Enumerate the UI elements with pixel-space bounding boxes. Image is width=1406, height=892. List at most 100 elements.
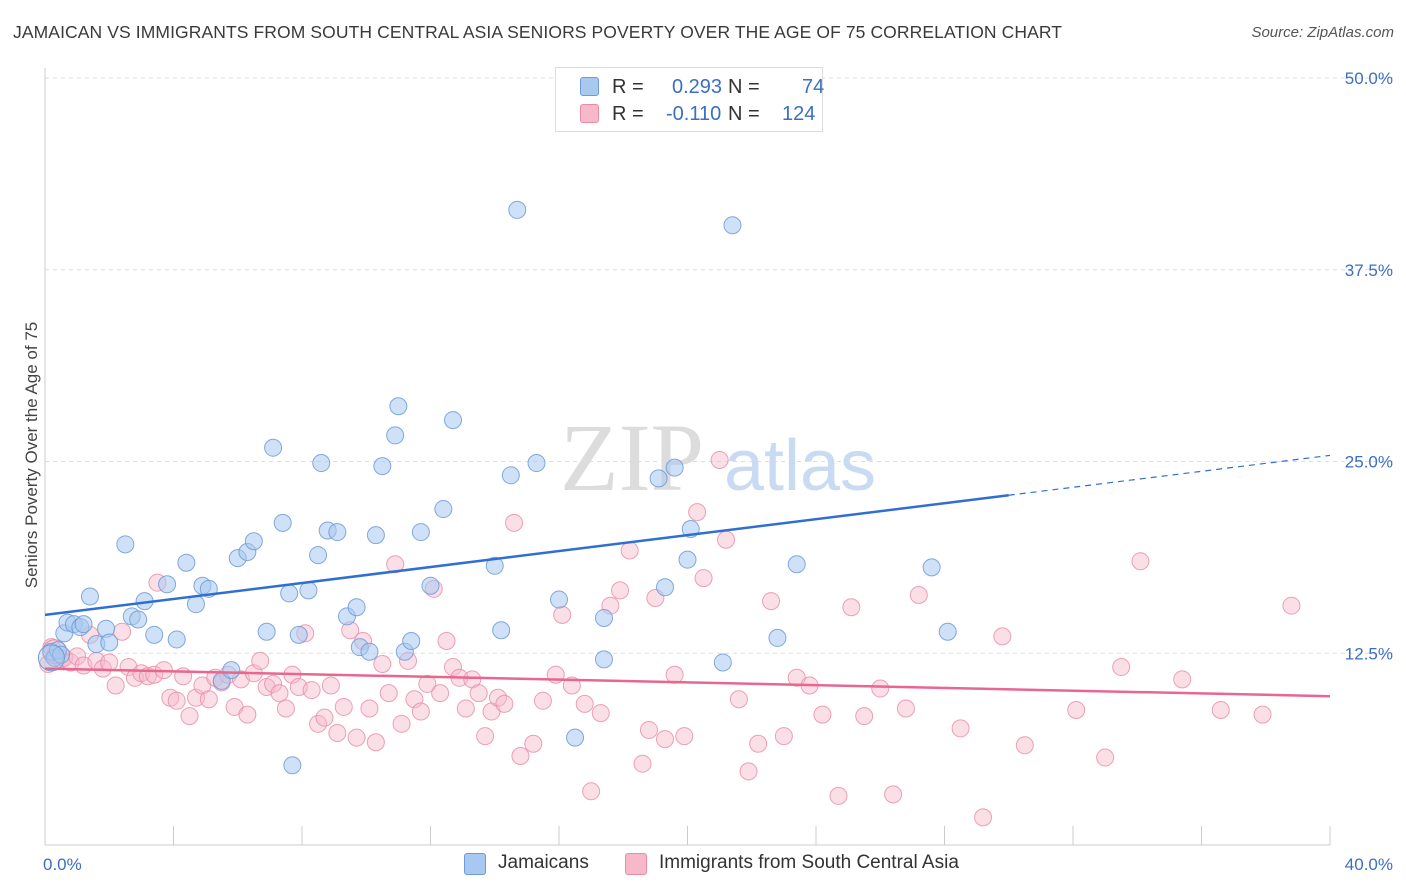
data-point-immigrants [495, 694, 514, 713]
data-point-immigrants [909, 585, 928, 604]
data-point-jamaicans [280, 584, 299, 603]
data-point-immigrants [896, 699, 915, 718]
data-point-jamaicans [434, 500, 453, 519]
data-point-jamaicans [312, 454, 331, 473]
data-point-immigrants [251, 651, 270, 670]
series-immigrants-points [39, 450, 1301, 827]
data-point-immigrants [553, 605, 572, 624]
legend-n-value: 124 [782, 103, 816, 125]
data-point-immigrants [180, 707, 199, 726]
data-point-immigrants [575, 694, 594, 713]
data-point-immigrants [1015, 736, 1034, 755]
data-point-immigrants [360, 699, 379, 718]
bottom-legend-label: Immigrants from South Central Asia [659, 852, 959, 873]
legend-swatch-immigrants [580, 104, 599, 123]
data-point-immigrants [321, 676, 340, 695]
data-point-jamaicans [74, 615, 93, 634]
data-point-immigrants [1173, 670, 1192, 689]
data-point-jamaicans [283, 756, 302, 775]
data-point-immigrants [1096, 748, 1115, 767]
data-point-jamaicans [52, 645, 71, 664]
data-point-jamaicans [678, 550, 697, 569]
x-tick-label: 40.0% [1345, 855, 1393, 874]
data-point-immigrants [199, 690, 218, 709]
trend-line-jamaicans [44, 494, 1009, 617]
data-point-jamaicans [527, 454, 546, 473]
data-point-jamaicans [402, 631, 421, 650]
data-point-immigrants [238, 705, 257, 724]
data-point-immigrants [639, 720, 658, 739]
data-point-jamaicans [167, 630, 186, 649]
data-point-immigrants [884, 785, 903, 804]
data-point-immigrants [347, 728, 366, 747]
data-point-immigrants [469, 684, 488, 703]
data-point-immigrants [993, 627, 1012, 646]
data-point-jamaicans [656, 578, 675, 597]
data-point-jamaicans [289, 625, 308, 644]
data-point-immigrants [675, 727, 694, 746]
data-point-jamaicans [347, 598, 366, 617]
data-point-immigrants [505, 513, 524, 532]
data-point-jamaicans [177, 553, 196, 572]
data-point-immigrants [829, 786, 848, 805]
data-point-immigrants [762, 592, 781, 611]
watermark-atlas: atlas [724, 426, 876, 506]
data-point-immigrants [842, 598, 861, 617]
chart-title: JAMAICAN VS IMMIGRANTS FROM SOUTH CENTRA… [13, 22, 1063, 42]
data-point-immigrants [633, 754, 652, 773]
data-point-jamaicans [366, 526, 385, 545]
data-point-jamaicans [768, 628, 787, 647]
data-point-jamaicans [485, 556, 504, 575]
data-point-immigrants [476, 727, 495, 746]
data-point-jamaicans [222, 661, 241, 680]
watermark-zip: ZIP [560, 404, 704, 511]
data-point-jamaicans [273, 513, 292, 532]
correlation-legend: R = 0.293 N = 74 R = -0.110 N = 124 [555, 67, 824, 132]
data-point-immigrants [106, 676, 125, 695]
data-point-jamaicans [443, 411, 462, 430]
data-point-immigrants [729, 690, 748, 709]
data-point-immigrants [366, 733, 385, 752]
data-point-jamaicans [373, 457, 392, 476]
data-point-immigrants [951, 719, 970, 738]
data-point-immigrants [1131, 552, 1150, 571]
tick-labels: 12.5% 25.0% 37.5% 50.0% 0.0% 40.0% [43, 69, 1393, 874]
data-point-jamaicans [129, 610, 148, 629]
data-point-jamaicans [100, 633, 119, 652]
y-tick-label: 25.0% [1345, 453, 1393, 472]
data-point-jamaicans [244, 532, 263, 551]
data-point-immigrants [656, 730, 675, 749]
data-point-immigrants [813, 705, 832, 724]
data-point-immigrants [264, 674, 283, 693]
y-tick-label: 12.5% [1345, 644, 1393, 663]
legend-r-label: R = [612, 103, 644, 125]
data-point-immigrants [456, 699, 475, 718]
data-point-immigrants [411, 702, 430, 721]
legend-r-label: R = [612, 76, 644, 98]
data-point-immigrants [717, 530, 736, 549]
data-point-jamaicans [594, 650, 613, 669]
data-point-jamaicans [80, 587, 99, 606]
data-point-immigrants [1067, 701, 1086, 720]
data-point-immigrants [431, 684, 450, 703]
data-point-immigrants [373, 654, 392, 673]
data-point-jamaicans [594, 608, 613, 627]
data-point-jamaicans [389, 397, 408, 416]
data-point-jamaicans [787, 555, 806, 574]
legend-n-label: N = [728, 76, 760, 98]
data-point-jamaicans [360, 642, 379, 661]
data-point-immigrants [315, 708, 334, 727]
series-jamaicans-points [37, 200, 957, 775]
data-point-immigrants [1282, 596, 1301, 615]
axes [44, 68, 1331, 846]
data-point-jamaicans [723, 216, 742, 235]
legend-r-value: -0.110 [666, 103, 722, 125]
data-point-immigrants [392, 714, 411, 733]
y-tick-label: 50.0% [1345, 69, 1393, 88]
data-point-jamaicans [328, 523, 347, 542]
data-point-immigrants [100, 653, 119, 672]
data-point-immigrants [620, 541, 639, 560]
data-point-immigrants [665, 665, 684, 684]
data-point-immigrants [379, 684, 398, 703]
